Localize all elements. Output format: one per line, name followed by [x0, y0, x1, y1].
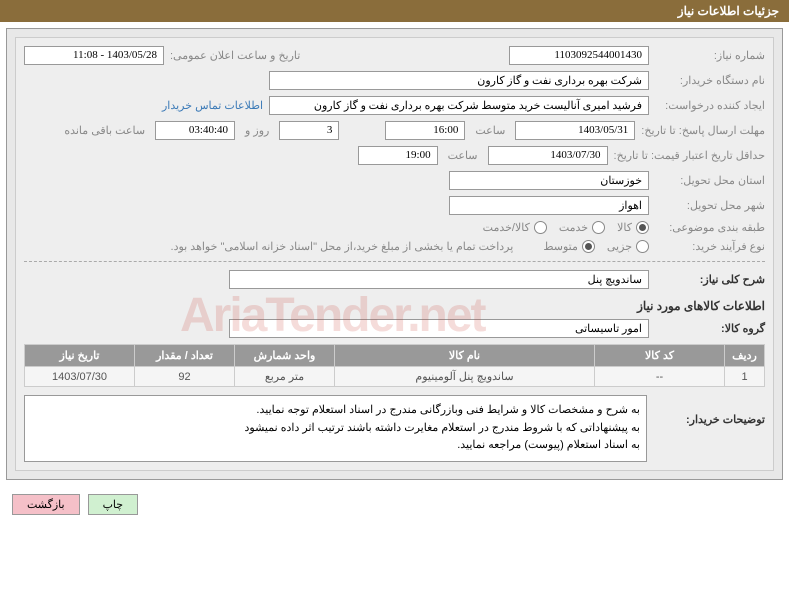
requester-label: ایجاد کننده درخواست:: [655, 99, 765, 112]
province-label: استان محل تحویل:: [655, 174, 765, 187]
radio-khadamat[interactable]: خدمت: [559, 221, 605, 234]
radio-jozi[interactable]: جزیی: [607, 240, 649, 253]
th-name: نام کالا: [335, 345, 595, 367]
row-city: شهر محل تحویل: اهواز: [24, 196, 765, 215]
group-value: امور تاسیساتی: [229, 319, 649, 338]
row-group: گروه کالا: امور تاسیساتی: [24, 319, 765, 338]
remaining-label: ساعت باقی مانده: [60, 124, 149, 137]
th-unit: واحد شمارش: [235, 345, 335, 367]
radio-jozi-label: جزیی: [607, 240, 632, 253]
buyer-notes-text: به شرح و مشخصات کالا و شرایط فنی وبازرگا…: [31, 402, 640, 455]
td-unit: متر مربع: [235, 367, 335, 387]
buyer-value: شرکت بهره برداری نفت و گاز کارون: [269, 71, 649, 90]
process-radios: جزیی متوسط: [543, 240, 649, 253]
desc-value: ساندویچ پنل: [229, 270, 649, 289]
validity-date: 1403/07/30: [488, 146, 608, 165]
th-date: تاریخ نیاز: [25, 345, 135, 367]
outer-panel: شماره نیاز: 1103092544001430 تاریخ و ساع…: [6, 28, 783, 480]
validity-time: 19:00: [358, 146, 438, 165]
main-container: AriaTender.net شماره نیاز: 1103092544001…: [0, 28, 789, 523]
back-button[interactable]: بازگشت: [12, 494, 80, 515]
row-deadline: مهلت ارسال پاسخ: تا تاریخ: 1403/05/31 سا…: [24, 121, 765, 140]
row-desc: شرح کلی نیاز: ساندویچ پنل: [24, 270, 765, 289]
contact-link[interactable]: اطلاعات تماس خریدار: [162, 99, 263, 112]
td-code: --: [595, 367, 725, 387]
radio-kala[interactable]: کالا: [617, 221, 649, 234]
days-unit: روز و: [241, 124, 273, 137]
deadline-date: 1403/05/31: [515, 121, 635, 140]
radio-motavaset[interactable]: متوسط: [543, 240, 595, 253]
time-label-1: ساعت: [471, 124, 509, 137]
radio-khadamat-label: خدمت: [559, 221, 588, 234]
city-value: اهواز: [449, 196, 649, 215]
desc-label: شرح کلی نیاز:: [655, 273, 765, 286]
table-header-row: ردیف کد کالا نام کالا واحد شمارش تعداد /…: [25, 345, 765, 367]
print-button[interactable]: چاپ: [88, 494, 139, 515]
items-table: ردیف کد کالا نام کالا واحد شمارش تعداد /…: [24, 344, 765, 387]
radio-motavaset-label: متوسط: [543, 240, 578, 253]
form-panel: شماره نیاز: 1103092544001430 تاریخ و ساع…: [15, 37, 774, 471]
page-header: جزئیات اطلاعات نیاز: [0, 0, 789, 22]
buyer-notes-label: توضیحات خریدار:: [655, 395, 765, 462]
table-row: 1 -- ساندویچ پنل آلومینیوم متر مربع 92 1…: [25, 367, 765, 387]
row-buyer: نام دستگاه خریدار: شرکت بهره برداری نفت …: [24, 71, 765, 90]
deadline-time: 16:00: [385, 121, 465, 140]
group-label: گروه کالا:: [655, 322, 765, 335]
td-date: 1403/07/30: [25, 367, 135, 387]
days-value: 3: [279, 121, 339, 140]
row-province: استان محل تحویل: خوزستان: [24, 171, 765, 190]
validity-label: حداقل تاریخ اعتبار قیمت: تا تاریخ:: [614, 149, 765, 162]
radio-kk-circle: [534, 221, 547, 234]
radio-motavaset-circle: [582, 240, 595, 253]
td-radif: 1: [725, 367, 765, 387]
row-process: نوع فرآیند خرید: جزیی متوسط پرداخت تمام …: [24, 240, 765, 253]
items-title: اطلاعات کالاهای مورد نیاز: [24, 299, 765, 313]
td-name: ساندویچ پنل آلومینیوم: [335, 367, 595, 387]
th-code: کد کالا: [595, 345, 725, 367]
th-qty: تعداد / مقدار: [135, 345, 235, 367]
divider-1: [24, 261, 765, 262]
deadline-label: مهلت ارسال پاسخ: تا تاریخ:: [641, 124, 765, 137]
radio-khadamat-circle: [592, 221, 605, 234]
td-qty: 92: [135, 367, 235, 387]
row-buyer-notes: توضیحات خریدار: به شرح و مشخصات کالا و ش…: [24, 395, 765, 462]
page-title: جزئیات اطلاعات نیاز: [678, 4, 779, 18]
announce-value: 1403/05/28 - 11:08: [24, 46, 164, 65]
announce-label: تاریخ و ساعت اعلان عمومی:: [170, 49, 300, 62]
row-category: طبقه بندی موضوعی: کالا خدمت کالا/خدمت: [24, 221, 765, 234]
radio-kala-label: کالا: [617, 221, 632, 234]
radio-kk-label: کالا/خدمت: [483, 221, 530, 234]
row-requester: ایجاد کننده درخواست: فرشید امیری آنالیست…: [24, 96, 765, 115]
process-label: نوع فرآیند خرید:: [655, 240, 765, 253]
buyer-notes-box: به شرح و مشخصات کالا و شرایط فنی وبازرگا…: [24, 395, 647, 462]
time-label-2: ساعت: [444, 149, 482, 162]
province-value: خوزستان: [449, 171, 649, 190]
buyer-label: نام دستگاه خریدار:: [655, 74, 765, 87]
button-bar: چاپ بازگشت: [0, 486, 789, 523]
requester-value: فرشید امیری آنالیست خرید متوسط شرکت بهره…: [269, 96, 649, 115]
row-need-number: شماره نیاز: 1103092544001430 تاریخ و ساع…: [24, 46, 765, 65]
th-radif: ردیف: [725, 345, 765, 367]
category-radios: کالا خدمت کالا/خدمت: [483, 221, 649, 234]
category-label: طبقه بندی موضوعی:: [655, 221, 765, 234]
row-validity: حداقل تاریخ اعتبار قیمت: تا تاریخ: 1403/…: [24, 146, 765, 165]
radio-kala-circle: [636, 221, 649, 234]
need-number-value: 1103092544001430: [509, 46, 649, 65]
radio-jozi-circle: [636, 240, 649, 253]
countdown: 03:40:40: [155, 121, 235, 140]
need-number-label: شماره نیاز:: [655, 49, 765, 62]
process-note: پرداخت تمام یا بخشی از مبلغ خرید،از محل …: [167, 240, 518, 253]
city-label: شهر محل تحویل:: [655, 199, 765, 212]
radio-kala-khadmat[interactable]: کالا/خدمت: [483, 221, 547, 234]
